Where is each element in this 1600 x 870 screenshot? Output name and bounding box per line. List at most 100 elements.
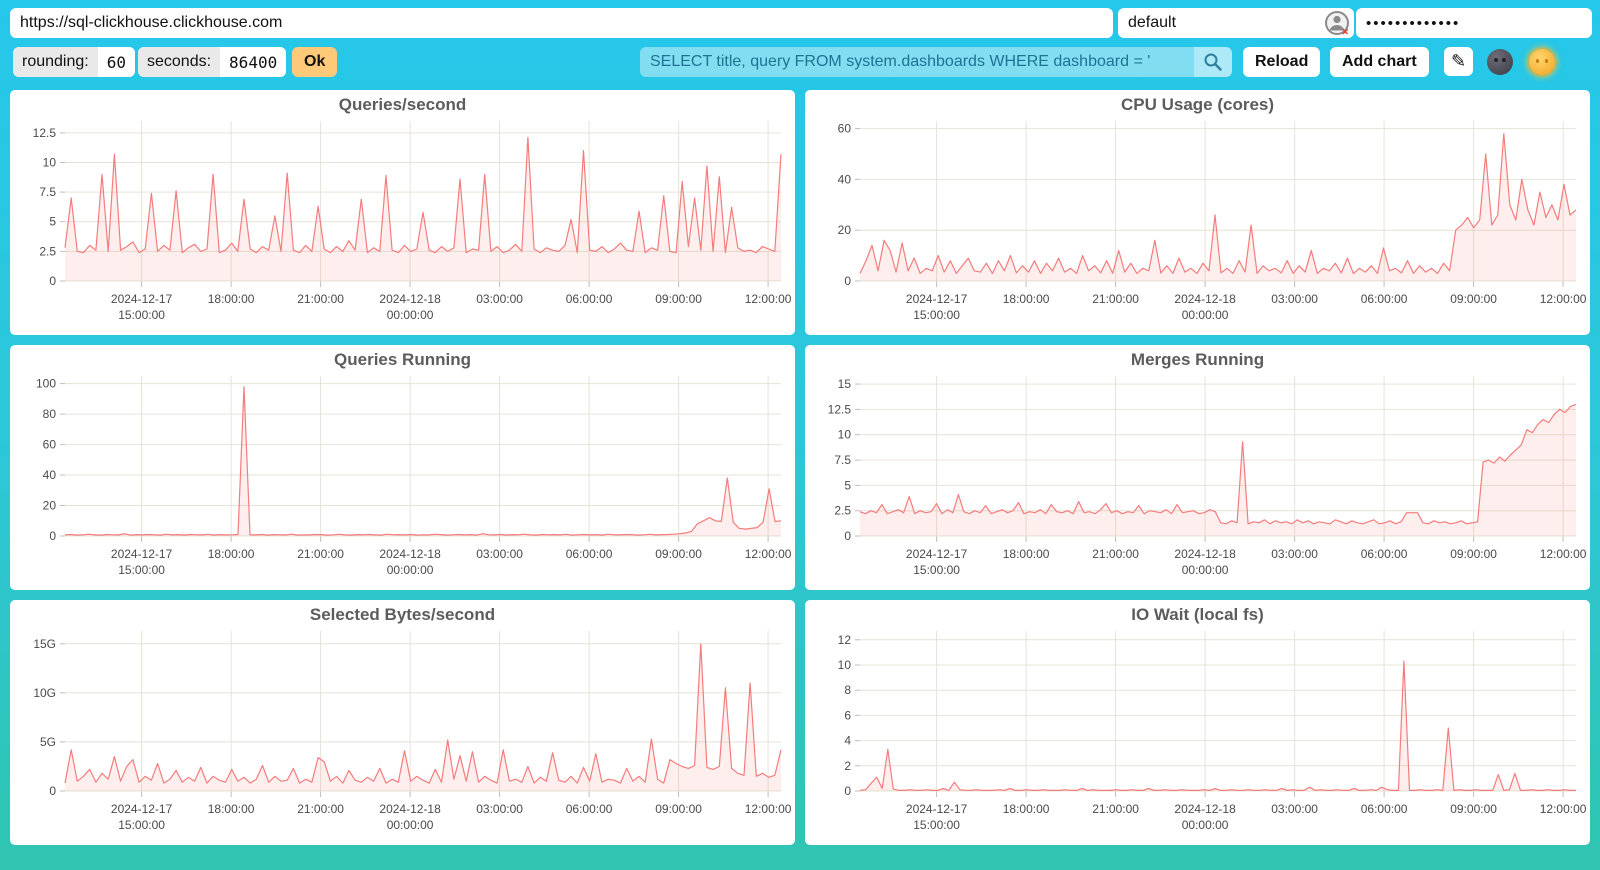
x-axis-label: 12:00:00 xyxy=(1540,547,1587,561)
x-axis-label: 2024-12-18 xyxy=(1174,547,1236,561)
dashboard-charts-grid: Queries/second 2024-12-17 15:00:00 18:00:00… xyxy=(10,90,1590,845)
series-area xyxy=(65,386,781,536)
x-axis-label: 00:00:00 xyxy=(1182,818,1229,832)
y-axis-label: 0 xyxy=(49,529,56,543)
chart-plot[interactable]: 2024-12-17 15:00:00 18:00:00 21:00:00 2024-1… xyxy=(805,368,1590,589)
x-axis-label: 12:00:00 xyxy=(745,802,792,816)
x-axis-label: 12:00:00 xyxy=(1540,292,1587,306)
x-axis-label: 2024-12-18 xyxy=(379,547,441,561)
chart-plot[interactable]: 2024-12-17 15:00:00 18:00:00 21:00:00 2024-1… xyxy=(10,368,795,589)
x-axis-label: 18:00:00 xyxy=(1003,802,1050,816)
x-axis-label: 15:00:00 xyxy=(118,563,165,577)
y-axis-label: 4 xyxy=(844,734,851,748)
x-axis-label: 2024-12-17 xyxy=(111,547,173,561)
y-axis-label: 60 xyxy=(43,438,57,452)
username-field: ✕ xyxy=(1118,8,1354,38)
x-axis-label: 12:00:00 xyxy=(745,547,792,561)
reload-button[interactable]: Reload xyxy=(1243,47,1321,77)
y-axis-label: 10G xyxy=(33,686,56,700)
y-axis-label: 5 xyxy=(844,478,851,492)
server-url-input[interactable] xyxy=(10,8,1113,38)
run-query-button[interactable] xyxy=(1194,47,1232,77)
x-axis-label: 12:00:00 xyxy=(1540,802,1587,816)
y-axis-label: 40 xyxy=(43,468,57,482)
chart-plot[interactable]: 2024-12-17 15:00:00 18:00:00 21:00:00 2024-1… xyxy=(805,623,1590,844)
y-axis-label: 6 xyxy=(844,708,851,722)
x-axis-label: 21:00:00 xyxy=(1092,547,1139,561)
x-axis-label: 00:00:00 xyxy=(1182,563,1229,577)
y-axis-label: 100 xyxy=(36,377,56,391)
y-axis-label: 5G xyxy=(40,735,56,749)
x-axis-label: 12:00:00 xyxy=(745,292,792,306)
x-axis-label: 2024-12-18 xyxy=(1174,292,1236,306)
x-axis-label: 09:00:00 xyxy=(655,802,702,816)
x-axis-label: 15:00:00 xyxy=(913,818,960,832)
x-axis-label: 06:00:00 xyxy=(566,802,613,816)
edit-pencil-icon[interactable]: ✎ xyxy=(1444,47,1473,76)
svg-text:✕: ✕ xyxy=(1342,27,1350,36)
x-axis-label: 09:00:00 xyxy=(655,292,702,306)
x-axis-label: 03:00:00 xyxy=(1271,547,1318,561)
rounding-param: rounding: 60 xyxy=(13,47,135,77)
y-axis-label: 15 xyxy=(838,377,852,391)
seconds-param: seconds: 86400 xyxy=(138,47,287,77)
x-axis-label: 00:00:00 xyxy=(1182,308,1229,322)
ok-button[interactable]: Ok xyxy=(292,47,338,77)
y-axis-label: 7.5 xyxy=(834,453,851,467)
x-axis-label: 06:00:00 xyxy=(1361,292,1408,306)
x-axis-label: 06:00:00 xyxy=(566,292,613,306)
x-axis-label: 2024-12-17 xyxy=(111,802,173,816)
x-axis-label: 15:00:00 xyxy=(118,818,165,832)
chart-title: CPU Usage (cores) xyxy=(1120,95,1275,114)
y-axis-label: 60 xyxy=(838,122,852,136)
chart-panel-1: Queries/second 2024-12-17 15:00:00 18:00:00… xyxy=(10,90,795,335)
x-axis-label: 2024-12-18 xyxy=(379,292,441,306)
password-input[interactable] xyxy=(1356,8,1592,38)
chart-panel-4: Merges Running 2024-12-17 15:00:00 18:00:00… xyxy=(805,345,1590,590)
series-area xyxy=(860,404,1576,536)
x-axis-label: 18:00:00 xyxy=(208,802,255,816)
username-input[interactable] xyxy=(1118,14,1324,32)
x-axis-label: 00:00:00 xyxy=(387,308,434,322)
rounding-value-input[interactable]: 60 xyxy=(97,47,135,77)
y-axis-label: 10 xyxy=(838,428,852,442)
chart-plot[interactable]: 2024-12-17 15:00:00 18:00:00 21:00:00 2024-1… xyxy=(805,113,1590,334)
x-axis-label: 06:00:00 xyxy=(566,547,613,561)
light-theme-sun-icon[interactable] xyxy=(1529,49,1555,75)
user-icon: ✕ xyxy=(1324,10,1350,37)
chart-title: Queries Running xyxy=(334,350,471,369)
y-axis-label: 2.5 xyxy=(39,244,56,258)
chart-plot[interactable]: 2024-12-17 15:00:00 18:00:00 21:00:00 2024-1… xyxy=(10,623,795,844)
series-line xyxy=(859,660,1576,791)
y-axis-label: 20 xyxy=(838,223,852,237)
chart-panel-2: CPU Usage (cores) 2024-12-17 15:00:00 18:00… xyxy=(805,90,1590,335)
x-axis-label: 21:00:00 xyxy=(297,802,344,816)
x-axis-label: 2024-12-17 xyxy=(111,292,173,306)
x-axis-label: 2024-12-18 xyxy=(1174,802,1236,816)
x-axis-label: 21:00:00 xyxy=(297,547,344,561)
chart-title: Queries/second xyxy=(338,95,467,114)
series-area xyxy=(65,137,781,281)
y-axis-label: 0 xyxy=(844,784,851,798)
x-axis-label: 18:00:00 xyxy=(1003,292,1050,306)
x-axis-label: 00:00:00 xyxy=(387,818,434,832)
dashboard-query-input[interactable] xyxy=(640,53,1194,71)
chart-plot[interactable]: 2024-12-17 15:00:00 18:00:00 21:00:00 2024-1… xyxy=(10,113,795,334)
seconds-value-input[interactable]: 86400 xyxy=(220,47,287,77)
chart-title: Selected Bytes/second xyxy=(309,605,496,624)
y-axis-label: 0 xyxy=(844,274,851,288)
y-axis-label: 10 xyxy=(43,156,57,170)
y-axis-label: 12 xyxy=(838,633,852,647)
dark-theme-moon-icon[interactable] xyxy=(1487,49,1513,75)
y-axis-label: 0 xyxy=(49,784,56,798)
x-axis-label: 09:00:00 xyxy=(655,547,702,561)
x-axis-label: 15:00:00 xyxy=(913,308,960,322)
x-axis-label: 21:00:00 xyxy=(297,292,344,306)
chart-title: IO Wait (local fs) xyxy=(1131,605,1264,624)
add-chart-button[interactable]: Add chart xyxy=(1330,47,1429,77)
y-axis-label: 0 xyxy=(844,529,851,543)
y-axis-label: 8 xyxy=(844,683,851,697)
x-axis-label: 2024-12-17 xyxy=(906,292,968,306)
y-axis-label: 80 xyxy=(43,407,57,421)
series-line xyxy=(64,643,782,784)
